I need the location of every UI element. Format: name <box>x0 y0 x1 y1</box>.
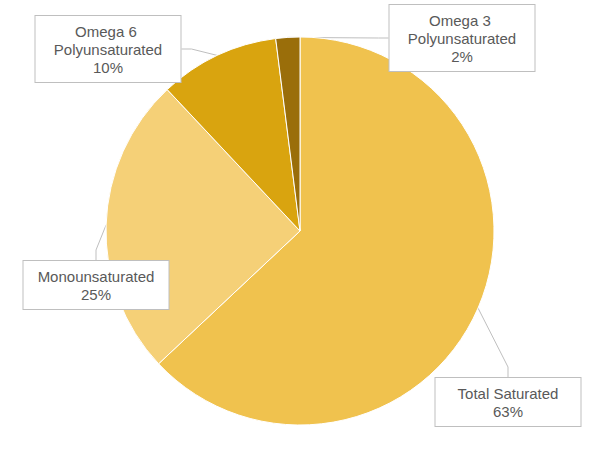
svg-text:25%: 25% <box>81 286 111 303</box>
svg-text:Monounsaturated: Monounsaturated <box>38 268 155 285</box>
svg-text:Total Saturated: Total Saturated <box>458 385 559 402</box>
svg-text:10%: 10% <box>93 59 123 76</box>
svg-text:2%: 2% <box>451 48 473 65</box>
svg-text:Omega 3: Omega 3 <box>429 12 495 29</box>
svg-text:Polyunsaturated: Polyunsaturated <box>54 41 162 58</box>
svg-text:Omega 6: Omega 6 <box>75 23 141 40</box>
svg-text:63%: 63% <box>493 403 523 420</box>
svg-text:Polyunsaturated: Polyunsaturated <box>408 30 516 47</box>
